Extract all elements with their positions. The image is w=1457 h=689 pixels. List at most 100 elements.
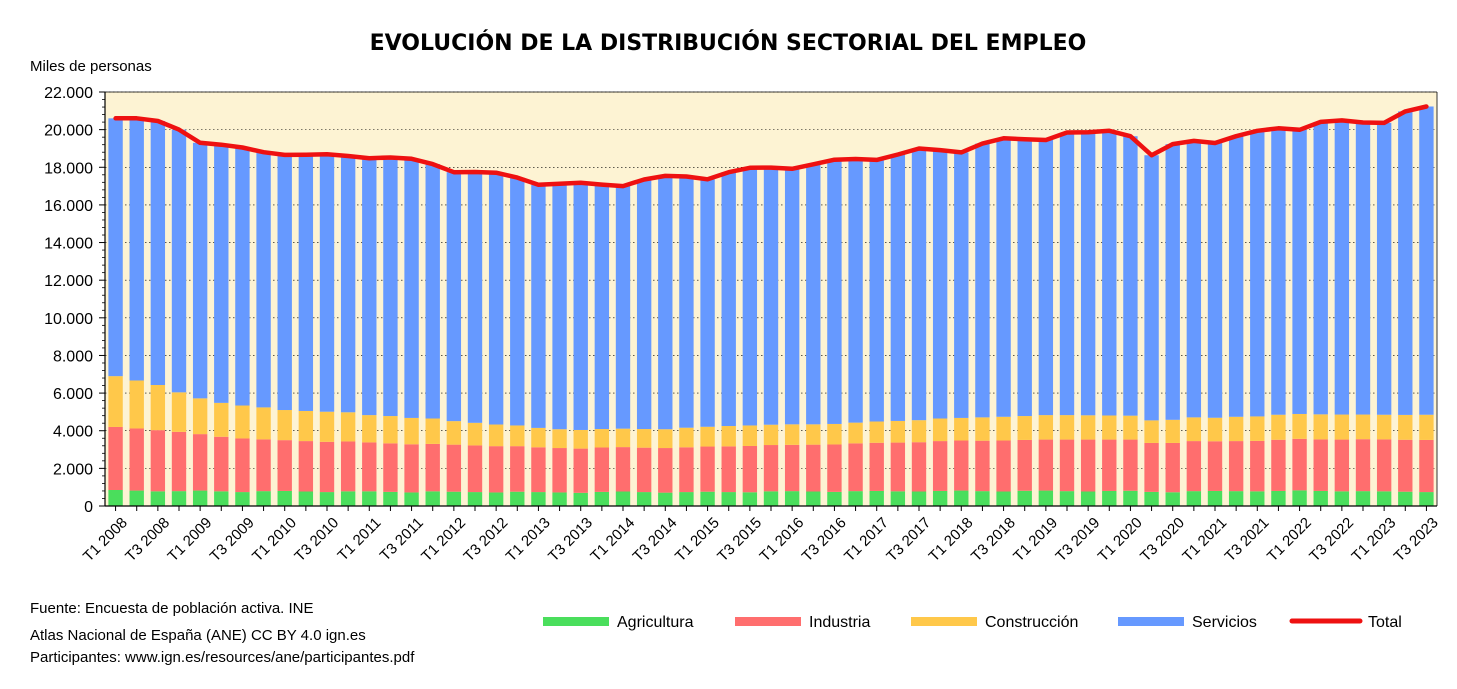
bar-servicios [277, 154, 292, 411]
y-axis-label: Miles de personas [30, 58, 152, 75]
chart-title: EVOLUCIÓN DE LA DISTRIBUCIÓN SECTORIAL D… [370, 30, 1087, 56]
bar-agricultura [679, 492, 694, 506]
bar-construccion [932, 418, 948, 442]
bar-construccion [298, 410, 314, 442]
x-tick-label: T3 2011 [377, 514, 427, 564]
bar-servicios [1271, 128, 1286, 415]
x-tick-label: T3 2021 [1222, 514, 1273, 565]
bar-industria [1144, 442, 1159, 492]
bar-construccion [996, 416, 1011, 441]
bar-industria [256, 439, 271, 492]
bar-servicios [552, 183, 567, 430]
bar-servicios [340, 155, 356, 413]
bar-industria [531, 447, 546, 493]
bar-construccion [594, 429, 610, 448]
bar-construccion [806, 424, 821, 445]
x-tick-label: T3 2009 [207, 514, 258, 565]
bar-industria [1123, 439, 1138, 491]
legend-swatch-agricultura [543, 617, 609, 626]
bar-construccion [784, 424, 800, 445]
bar-servicios [827, 159, 842, 424]
bar-construccion [235, 405, 250, 439]
bar-industria [1038, 439, 1054, 491]
bar-servicios [954, 152, 969, 418]
bar-servicios [1080, 132, 1096, 416]
bars [108, 106, 1434, 506]
bar-construccion [150, 384, 166, 431]
bar-agricultura [340, 491, 356, 506]
bar-industria [1102, 439, 1117, 491]
bar-servicios [742, 167, 758, 426]
bar-construccion [1059, 415, 1075, 440]
bar-construccion [1250, 416, 1265, 441]
bar-servicios [108, 118, 123, 377]
x-tick-label: T3 2016 [799, 514, 850, 565]
bar-construccion [615, 428, 631, 448]
bar-agricultura [446, 491, 462, 506]
bar-agricultura [1313, 490, 1328, 506]
bar-agricultura [1059, 491, 1075, 506]
bar-construccion [1292, 413, 1307, 439]
bar-agricultura [954, 490, 969, 506]
bar-servicios [1144, 155, 1159, 421]
bar-industria [108, 426, 123, 491]
bar-construccion [1144, 420, 1159, 443]
bar-construccion [636, 429, 652, 448]
bar-agricultura [784, 491, 800, 506]
x-tick-label: T1 2021 [1179, 514, 1230, 565]
bar-agricultura [721, 492, 736, 506]
x-tick-label: T1 2019 [1010, 514, 1061, 565]
y-tick-label: 0 [84, 499, 93, 516]
bar-agricultura [510, 491, 525, 506]
bar-servicios [404, 158, 419, 418]
bar-construccion [742, 425, 758, 446]
bar-construccion [552, 429, 567, 449]
bar-agricultura [1102, 490, 1117, 506]
footer-source: Fuente: Encuesta de población activa. IN… [30, 600, 314, 617]
bar-construccion [1334, 414, 1350, 440]
y-tick-labels: 0 2.000 4.000 6.000 8.000 10.000 12.000 14.000 1… [44, 85, 93, 516]
bar-industria [214, 436, 229, 492]
bar-servicios [700, 179, 715, 427]
x-tick-label: T1 2020 [1095, 514, 1146, 565]
bar-industria [636, 447, 652, 493]
bar-servicios [975, 143, 990, 418]
x-tick-label: T1 2018 [926, 514, 977, 565]
x-tick-label: T1 2009 [164, 514, 215, 565]
bar-construccion [1038, 415, 1054, 440]
bar-servicios [763, 167, 779, 425]
bar-agricultura [1250, 491, 1265, 506]
bar-servicios [488, 172, 504, 425]
bar-agricultura [996, 491, 1011, 506]
bar-construccion [531, 427, 546, 448]
bar-servicios [636, 179, 652, 430]
legend-label-agricultura: Agricultura [617, 614, 694, 631]
bar-industria [383, 443, 398, 492]
bar-industria [1376, 439, 1392, 492]
bar-servicios [1207, 142, 1223, 418]
bar-servicios [1376, 122, 1392, 415]
bar-industria [1355, 439, 1371, 492]
y-tick-label: 20.000 [44, 123, 93, 140]
bar-construccion [1207, 417, 1223, 442]
x-tick-label: T3 2023 [1391, 514, 1442, 565]
bar-agricultura [1123, 490, 1138, 506]
footer-license: Atlas Nacional de España (ANE) CC BY 4.0… [30, 627, 366, 644]
y-tick-label: 8.000 [53, 348, 93, 365]
bar-industria [827, 444, 842, 492]
bar-construccion [721, 426, 736, 447]
bar-industria [1334, 439, 1350, 492]
bar-agricultura [700, 491, 715, 506]
bar-construccion [488, 424, 504, 447]
bar-industria [171, 431, 187, 492]
bar-agricultura [319, 492, 335, 506]
bar-construccion [510, 425, 525, 447]
bar-agricultura [1038, 490, 1054, 506]
bar-construccion [362, 415, 377, 443]
bar-industria [362, 442, 377, 492]
bar-agricultura [108, 490, 123, 506]
x-tick-label: T1 2012 [418, 514, 469, 565]
bar-servicios [1250, 130, 1265, 417]
bar-servicios [1165, 144, 1180, 420]
